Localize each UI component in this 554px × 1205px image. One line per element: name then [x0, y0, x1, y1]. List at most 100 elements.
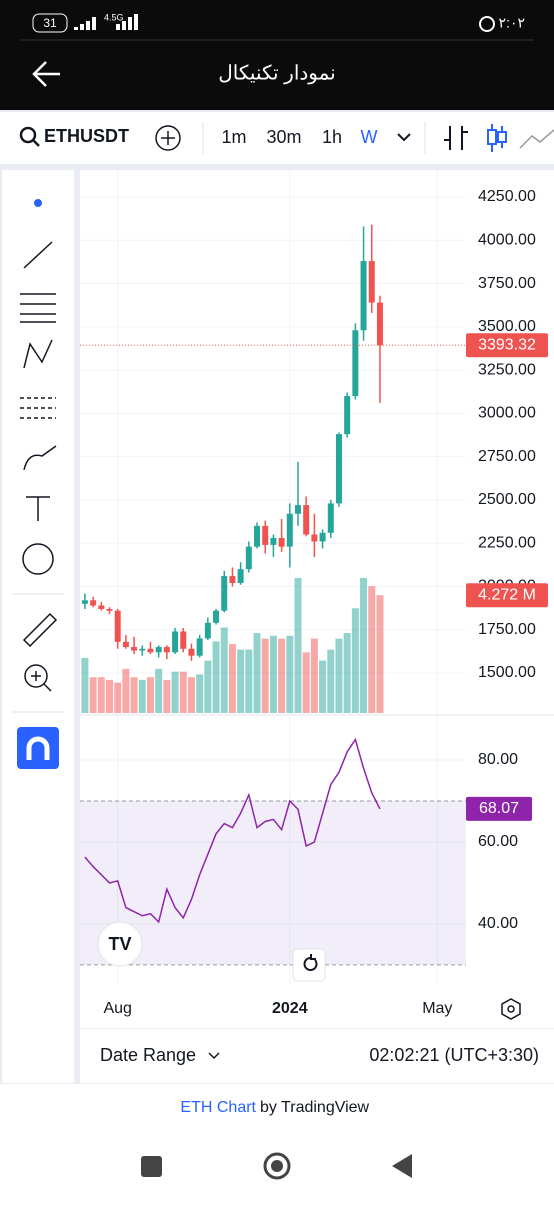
candle-body — [311, 534, 318, 542]
rsi-tick-label: 40.00 — [478, 915, 518, 932]
y-tick-label: 1500.00 — [478, 664, 536, 681]
y-tick-label: 2750.00 — [478, 448, 536, 465]
candle-body — [98, 605, 105, 609]
ruler-tool[interactable] — [22, 612, 58, 648]
candle-body — [180, 631, 187, 649]
add-symbol[interactable] — [155, 125, 181, 151]
candle-body — [155, 647, 162, 653]
battery-icon — [32, 13, 68, 33]
last-price-box — [466, 333, 548, 358]
last-price-label: 3393.32 — [478, 337, 536, 354]
nav-recents[interactable] — [141, 1156, 162, 1177]
search-icon[interactable] — [19, 126, 37, 144]
candle-body — [245, 546, 252, 570]
volume-bar — [368, 586, 376, 713]
candle-body — [139, 648, 146, 651]
volume-bar — [343, 633, 351, 713]
candle-body — [294, 505, 301, 514]
candle-body — [188, 648, 195, 656]
y-tick-label: 3750.00 — [478, 275, 536, 292]
volume-bar — [204, 660, 212, 713]
bottom-bar — [80, 1029, 554, 1083]
volume-bar — [351, 608, 359, 713]
interval[interactable]: 1h — [322, 127, 342, 147]
reset-icon — [303, 954, 318, 971]
brush-tool[interactable] — [23, 445, 57, 471]
reset-button[interactable] — [292, 948, 326, 982]
candle-body — [376, 302, 383, 346]
fib-tool[interactable] — [20, 293, 56, 323]
volume-bar — [138, 679, 146, 713]
x-tick-label: Aug — [103, 1000, 131, 1017]
volume-bar — [122, 668, 130, 713]
candle-box — [487, 129, 497, 145]
header-title: نمودار تکنیکال — [218, 62, 336, 84]
candle-body — [352, 330, 359, 397]
candle-body — [213, 610, 220, 623]
candle-body — [319, 532, 326, 542]
text-tool[interactable] — [26, 496, 50, 521]
network: 4.5G — [104, 12, 124, 22]
search-icon-handle — [32, 139, 40, 147]
dropdown[interactable] — [397, 133, 411, 142]
candle-box — [497, 131, 507, 143]
alarm-icon — [479, 16, 495, 32]
candle-body — [360, 261, 367, 331]
pattern-tool[interactable] — [23, 339, 53, 369]
candle-body — [335, 434, 342, 504]
settings[interactable] — [501, 998, 521, 1020]
candle-body — [262, 525, 269, 545]
zoom-tool[interactable] — [24, 664, 48, 688]
interval[interactable]: 30m — [266, 127, 301, 147]
date-range[interactable]: Date Range — [100, 1045, 196, 1065]
area-icon[interactable] — [519, 129, 554, 149]
back-button[interactable] — [32, 61, 60, 87]
volume-bar — [278, 638, 286, 713]
interval[interactable]: 1m — [221, 127, 246, 147]
y-tick-label: 3250.00 — [478, 361, 536, 378]
projection-tool[interactable] — [20, 397, 56, 419]
symbol[interactable]: ETHUSDT — [44, 126, 129, 146]
volume-bar — [310, 638, 318, 713]
tv-logo-text: TV — [108, 934, 131, 954]
nav-back[interactable] — [392, 1154, 412, 1178]
candle-body — [106, 608, 113, 611]
emoji-tool[interactable] — [22, 543, 54, 575]
timezone-clock[interactable]: 02:02:21 (UTC+3:30) — [369, 1045, 539, 1065]
y-tick-label: 4000.00 — [478, 231, 536, 248]
candle-body — [368, 261, 375, 303]
candle-body — [286, 513, 293, 547]
tv-logo[interactable] — [97, 921, 143, 967]
zoom-plus — [31, 671, 52, 692]
candle-body — [221, 576, 228, 611]
volume-bar — [171, 671, 179, 713]
trend-line-tool[interactable] — [23, 241, 53, 269]
volume-bar — [196, 674, 204, 713]
volume-bar — [89, 677, 97, 713]
cursor-tool[interactable] — [34, 199, 42, 207]
footer-link[interactable]: ETH Chart — [180, 1099, 256, 1116]
settings-dot — [507, 1005, 515, 1013]
volume-bar — [319, 660, 327, 713]
volume-bar — [286, 635, 294, 713]
volume-bar — [187, 677, 195, 713]
footer-bg — [0, 1084, 554, 1200]
footer-by: by TradingView — [260, 1099, 370, 1116]
volume-bar — [253, 633, 261, 713]
volume-bar — [130, 677, 138, 713]
volume-bar — [220, 627, 228, 713]
nav-home[interactable] — [263, 1152, 291, 1180]
volume-bar — [106, 679, 114, 713]
bars-icon[interactable] — [444, 126, 468, 150]
volume-bar — [269, 635, 277, 713]
magnet-tool[interactable] — [17, 727, 59, 769]
clock: ۲:۰۲ — [499, 15, 525, 31]
signal-icon — [74, 14, 138, 30]
volume-bar — [261, 638, 269, 713]
interval-active[interactable]: W — [361, 127, 378, 147]
candle-body — [344, 396, 351, 435]
candle-body — [204, 622, 211, 639]
candle-body — [163, 647, 170, 653]
volume-bar — [212, 641, 220, 713]
